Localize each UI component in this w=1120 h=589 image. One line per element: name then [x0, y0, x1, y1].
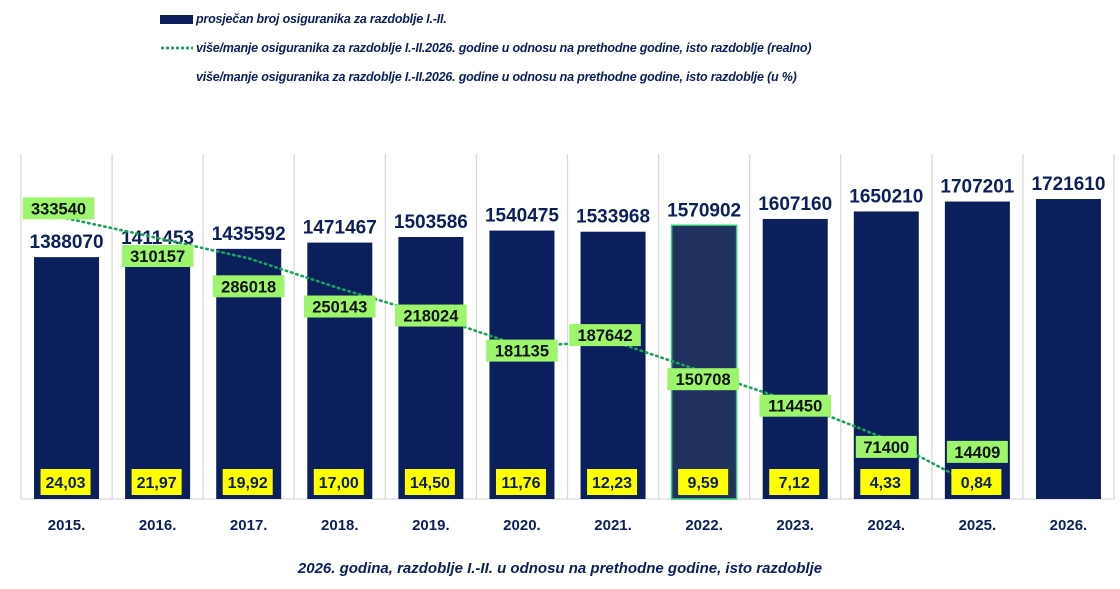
- percent-value-label: 14,50: [410, 475, 450, 492]
- line-value-label-bg: [395, 304, 467, 327]
- percent-value-label: 19,92: [228, 475, 268, 492]
- line-value-label-bg: [212, 275, 285, 298]
- line-value-label: 150708: [676, 371, 731, 389]
- percent-value-label: 7,12: [779, 475, 810, 492]
- percent-value-label: 21,97: [137, 475, 177, 492]
- bar-value-label: 1471467: [303, 218, 377, 239]
- line-value-label-bg: [486, 339, 558, 362]
- bar-2016: [125, 253, 191, 499]
- bar-value-label: 1503586: [394, 212, 468, 233]
- percent-label-bg: [313, 469, 364, 495]
- line-value-label: 218024: [403, 308, 459, 326]
- line-value-label: 310157: [130, 248, 185, 266]
- x-tick-label: 2017.: [230, 517, 268, 534]
- x-tick-label: 2019.: [412, 517, 450, 534]
- percent-label-bg: [222, 469, 273, 495]
- bar-2023: [762, 218, 828, 499]
- bar-value-label: 1570902: [667, 200, 741, 221]
- line-value-label-bg: [303, 295, 376, 318]
- bar-2026: [1035, 199, 1101, 499]
- percent-label-bg: [40, 469, 91, 495]
- percent-label-bg: [131, 469, 182, 495]
- bar-value-label: 1707201: [940, 177, 1014, 198]
- line-value-label: 333540: [31, 200, 86, 218]
- legend-item-bar: prosječan broj osiguranika za razdoblje …: [160, 4, 811, 33]
- percent-value-label: 9,59: [688, 475, 719, 492]
- legend-item-percent: više/manje osiguranika za razdoblje I.-I…: [160, 62, 811, 91]
- x-tick-label: 2025.: [959, 517, 997, 534]
- percent-value-label: 17,00: [319, 475, 359, 492]
- bar-value-label: 1650210: [849, 186, 923, 207]
- x-tick-label: 2021.: [594, 517, 632, 534]
- bar-value-label: 1540475: [485, 206, 559, 227]
- percent-value-label: 24,03: [46, 475, 86, 492]
- x-tick-label: 2020.: [503, 517, 541, 534]
- x-tick-label: 2023.: [776, 517, 814, 534]
- x-tick-label: 2026.: [1050, 517, 1088, 534]
- bar-2022: [670, 224, 738, 500]
- percent-value-label: 0,84: [961, 475, 992, 492]
- percent-label-bg: [587, 469, 638, 495]
- bar-value-label: 1607160: [758, 194, 832, 215]
- chart-legend: prosječan broj osiguranika za razdoblje …: [160, 4, 812, 91]
- line-value-label: 187642: [578, 327, 633, 345]
- bar-2020: [489, 230, 555, 499]
- legend-label-bar: prosječan broj osiguranika za razdoblje …: [196, 11, 447, 26]
- legend-label-line: više/manje osiguranika za razdoblje I.-I…: [196, 40, 812, 55]
- line-value-label-bg: [759, 394, 832, 417]
- legend-bar-swatch-icon: [160, 14, 193, 24]
- percent-label-bg: [495, 469, 546, 495]
- percent-value-label: 11,76: [501, 475, 540, 492]
- line-value-label: 114450: [768, 398, 822, 416]
- line-value-label: 250143: [312, 299, 367, 317]
- line-value-label: 286018: [221, 278, 276, 296]
- line-value-label-bg: [22, 197, 95, 220]
- percent-label-bg: [678, 469, 729, 495]
- line-value-label-bg: [569, 324, 641, 347]
- bar-2021: [580, 231, 646, 499]
- legend-label-percent: više/manje osiguranika za razdoblje I.-I…: [196, 69, 797, 84]
- bar-2019: [398, 237, 464, 499]
- x-tick-label: 2016.: [139, 517, 177, 534]
- bar-value-label: 1721610: [1031, 174, 1105, 195]
- line-value-label-bg: [946, 440, 1008, 463]
- line-value-label-bg: [855, 435, 917, 458]
- percent-label-bg: [951, 469, 1002, 495]
- percent-value-label: 12,23: [592, 475, 632, 492]
- chart-caption: 2026. godina, razdoblje I.-II. u odnosu …: [297, 560, 823, 577]
- bar-2018: [307, 242, 373, 499]
- legend-item-line: više/manje osiguranika za razdoblje I.-I…: [160, 33, 812, 62]
- x-tick-label: 2024.: [868, 517, 906, 534]
- percent-label-bg: [860, 469, 911, 495]
- x-tick-label: 2022.: [685, 517, 723, 534]
- x-tick-label: 2018.: [321, 517, 359, 534]
- line-value-label-bg: [667, 368, 739, 391]
- bar-value-label: 1435592: [212, 224, 286, 245]
- legend-dotted-line-icon: [160, 45, 193, 50]
- percent-label-bg: [404, 469, 455, 495]
- percent-label-bg: [769, 469, 820, 495]
- line-value-label: 14409: [954, 444, 1000, 462]
- bar-2015: [34, 257, 100, 499]
- bar-value-label: 1388070: [30, 232, 104, 253]
- line-value-label: 181135: [495, 343, 549, 361]
- x-tick-label: 2015.: [48, 517, 86, 534]
- percent-value-label: 4,33: [870, 475, 901, 492]
- line-value-label: 71400: [863, 439, 909, 457]
- line-value-label-bg: [121, 245, 194, 268]
- bar-value-label: 1533968: [576, 207, 650, 228]
